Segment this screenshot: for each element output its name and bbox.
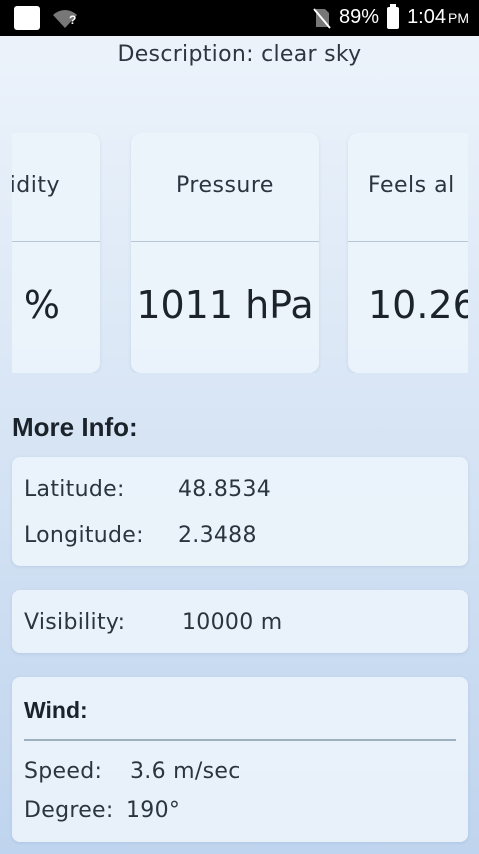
card-divider bbox=[12, 241, 100, 242]
latitude-value: 48.8534 bbox=[178, 477, 272, 502]
card-divider bbox=[131, 241, 319, 242]
wind-speed-label: Speed: bbox=[24, 759, 103, 784]
visibility-row: Visibility: 10000 m bbox=[24, 610, 282, 635]
card-value: % bbox=[23, 283, 60, 327]
wind-speed-row: Speed: 3.6 m/sec bbox=[24, 759, 240, 784]
battery-icon bbox=[387, 3, 400, 29]
card-value: 1011 hPa bbox=[136, 283, 314, 327]
visibility-value: 10000 m bbox=[182, 610, 283, 635]
weather-description: Description: clear sky bbox=[117, 42, 362, 67]
visibility-label: Visibility: bbox=[24, 610, 126, 635]
battery-percent: 89% bbox=[339, 6, 380, 28]
clock: 1:04 PM bbox=[407, 6, 469, 28]
card-label: Feels al bbox=[368, 173, 455, 198]
no-sim-icon bbox=[313, 7, 331, 29]
longitude-label: Longitude: bbox=[24, 523, 144, 548]
wind-degree-label: Degree: bbox=[24, 798, 114, 823]
latitude-label: Latitude: bbox=[24, 477, 125, 502]
pressure-card[interactable]: Pressure 1011 hPa bbox=[131, 133, 319, 373]
longitude-value: 2.3488 bbox=[178, 523, 257, 548]
longitude-row: Longitude: 2.3488 bbox=[24, 523, 256, 548]
wind-panel: Wind: Speed: 3.6 m/sec Degree: 190° bbox=[12, 677, 468, 842]
latitude-row: Latitude: 48.8534 bbox=[24, 477, 271, 502]
wind-degree-row: Degree: 190° bbox=[24, 798, 180, 823]
visibility-panel: Visibility: 10000 m bbox=[12, 590, 468, 653]
status-right-icons: 89% 1:04 PM bbox=[313, 3, 469, 29]
wind-title: Wind: bbox=[24, 697, 88, 723]
weather-cards-carousel[interactable]: idity % Pressure 1011 hPa Feels al 10.26 bbox=[12, 133, 468, 373]
status-left-icons: ? bbox=[14, 6, 78, 30]
wind-divider bbox=[24, 739, 456, 741]
card-label: idity bbox=[12, 173, 60, 198]
feels-like-card[interactable]: Feels al 10.26 bbox=[348, 133, 468, 373]
wifi-unknown-icon: ? bbox=[52, 7, 78, 29]
status-bar: ? 89% 1:04 PM bbox=[0, 0, 479, 36]
app-notification-icon bbox=[14, 6, 40, 30]
card-value: 10.26 bbox=[368, 283, 468, 327]
card-label: Pressure bbox=[176, 173, 274, 198]
humidity-card[interactable]: idity % bbox=[12, 133, 100, 373]
wind-speed-value: 3.6 m/sec bbox=[130, 759, 241, 784]
coordinates-panel: Latitude: 48.8534 Longitude: 2.3488 bbox=[12, 457, 468, 566]
card-divider bbox=[348, 241, 468, 242]
more-info-title: More Info: bbox=[12, 412, 138, 442]
wind-degree-value: 190° bbox=[126, 798, 181, 823]
